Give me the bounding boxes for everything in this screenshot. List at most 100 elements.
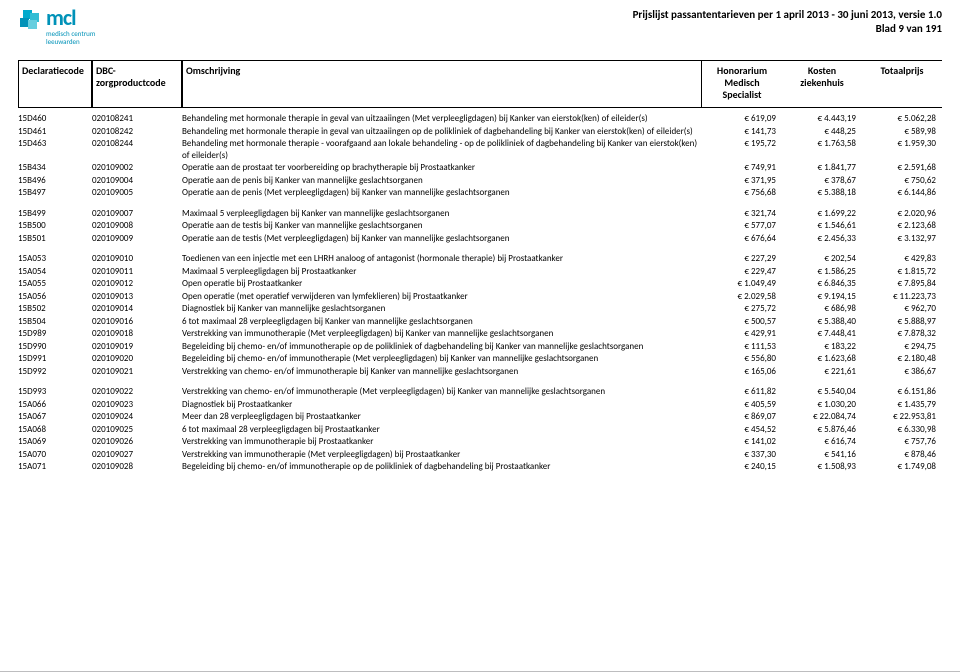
cell-honorarium: € 240,15	[702, 461, 782, 473]
cell-kosten: € 1.586,25	[782, 266, 862, 278]
cell-omschrijving: Begeleiding bij chemo- en/of immunothera…	[182, 461, 702, 473]
logo-text: mcl medisch centrum leeuwarden	[46, 8, 95, 46]
table-row: 15D463020108244Behandeling met hormonale…	[18, 137, 942, 161]
cell-kosten: € 686,98	[782, 303, 862, 315]
cell-omschrijving: Operatie aan de penis (Met verpleegligda…	[182, 187, 702, 199]
cell-totaalprijs: € 589,98	[862, 126, 942, 138]
cell-omschrijving: Verstrekking van immunotherapie (Met ver…	[182, 449, 702, 461]
cell-omschrijving: Begeleiding bij chemo- en/of immunothera…	[182, 341, 702, 353]
col-declaratiecode: Declaratiecode	[18, 61, 92, 107]
cell-kosten: € 202,54	[782, 253, 862, 265]
cell-zorgproductcode: 020109022	[92, 386, 182, 398]
cell-zorgproductcode: 020109028	[92, 461, 182, 473]
cell-declaratiecode: 15B496	[18, 175, 92, 187]
table-row: 15B499020109007Maximaal 5 verpleegligdag…	[18, 207, 942, 220]
cell-zorgproductcode: 020109012	[92, 278, 182, 290]
cell-kosten: € 1.030,20	[782, 399, 862, 411]
cell-kosten: € 1.841,77	[782, 162, 862, 174]
table-row: 15D460020108241Behandeling met hormonale…	[18, 112, 942, 125]
cell-declaratiecode: 15A055	[18, 278, 92, 290]
cell-totaalprijs: € 7.895,84	[862, 278, 942, 290]
cell-totaalprijs: € 5.062,28	[862, 113, 942, 125]
cell-declaratiecode: 15D461	[18, 126, 92, 138]
table-row: 15A055020109012Open operatie bij Prostaa…	[18, 277, 942, 290]
cell-zorgproductcode: 020109023	[92, 399, 182, 411]
cell-kosten: € 5.388,40	[782, 316, 862, 328]
cell-zorgproductcode: 020109002	[92, 162, 182, 174]
table-row: 15A066020109023Diagnostiek bij Prostaatk…	[18, 398, 942, 411]
cell-declaratiecode: 15A067	[18, 411, 92, 423]
cell-omschrijving: Open operatie (met operatief verwijderen…	[182, 291, 702, 303]
cell-honorarium: € 321,74	[702, 208, 782, 220]
table-row: 15D992020109021Verstrekking van chemo- e…	[18, 365, 942, 378]
cell-declaratiecode: 15B502	[18, 303, 92, 315]
cell-kosten: € 4.443,19	[782, 113, 862, 125]
cell-zorgproductcode: 020109026	[92, 436, 182, 448]
cell-honorarium: € 556,80	[702, 353, 782, 365]
cell-declaratiecode: 15B499	[18, 208, 92, 220]
doc-page-number: Blad 9 van 191	[633, 22, 942, 36]
cell-honorarium: € 500,57	[702, 316, 782, 328]
cell-totaalprijs: € 2.591,68	[862, 162, 942, 174]
cell-honorarium: € 619,09	[702, 113, 782, 125]
cell-honorarium: € 337,30	[702, 449, 782, 461]
table-row: 15B496020109004Operatie aan de penis bij…	[18, 174, 942, 187]
cell-omschrijving: Operatie aan de testis bij Kanker van ma…	[182, 220, 702, 232]
cell-honorarium: € 756,68	[702, 187, 782, 199]
cell-omschrijving: Operatie aan de testis (Met verpleegligd…	[182, 233, 702, 245]
cell-totaalprijs: € 1.815,72	[862, 266, 942, 278]
cell-declaratiecode: 15A069	[18, 436, 92, 448]
cell-honorarium: € 141,02	[702, 436, 782, 448]
cell-kosten: € 2.456,33	[782, 233, 862, 245]
cell-declaratiecode: 15A066	[18, 399, 92, 411]
cell-zorgproductcode: 020109008	[92, 220, 182, 232]
cell-declaratiecode: 15B500	[18, 220, 92, 232]
cell-declaratiecode: 15D460	[18, 113, 92, 125]
cell-zorgproductcode: 020109021	[92, 366, 182, 378]
cell-omschrijving: Maximaal 5 verpleegligdagen bij Kanker v…	[182, 208, 702, 220]
table-row: 15A0680201090256 tot maximaal 28 verplee…	[18, 423, 942, 436]
page-header: mcl medisch centrum leeuwarden Prijslijs…	[18, 8, 942, 60]
cell-honorarium: € 229,47	[702, 266, 782, 278]
cell-zorgproductcode: 020108242	[92, 126, 182, 138]
cell-honorarium: € 111,53	[702, 341, 782, 353]
logo-brand: mcl	[46, 8, 95, 28]
cell-honorarium: € 2.029,58	[702, 291, 782, 303]
cell-declaratiecode: 15B501	[18, 233, 92, 245]
cell-kosten: € 5.876,46	[782, 424, 862, 436]
table-row: 15A054020109011Maximaal 5 verpleegligdag…	[18, 265, 942, 278]
cell-declaratiecode: 15A070	[18, 449, 92, 461]
cell-kosten: € 183,22	[782, 341, 862, 353]
cell-totaalprijs: € 962,70	[862, 303, 942, 315]
document-page: mcl medisch centrum leeuwarden Prijslijs…	[0, 0, 960, 672]
cell-kosten: € 5.388,18	[782, 187, 862, 199]
table-row: 15A071020109028Begeleiding bij chemo- en…	[18, 460, 942, 473]
cell-kosten: € 5.540,04	[782, 386, 862, 398]
cell-omschrijving: Behandeling met hormonale therapie in ge…	[182, 126, 702, 138]
cell-totaalprijs: € 7.878,32	[862, 328, 942, 340]
cell-zorgproductcode: 020109024	[92, 411, 182, 423]
cell-honorarium: € 405,59	[702, 399, 782, 411]
table-row: 15A053020109010Toedienen van een injecti…	[18, 252, 942, 265]
cell-omschrijving: Begeleiding bij chemo- en/of immunothera…	[182, 353, 702, 365]
cell-totaalprijs: € 429,83	[862, 253, 942, 265]
cell-omschrijving: Open operatie bij Prostaatkanker	[182, 278, 702, 290]
cell-kosten: € 1.763,58	[782, 138, 862, 150]
cell-kosten: € 541,16	[782, 449, 862, 461]
cell-kosten: € 1.699,22	[782, 208, 862, 220]
table-row: 15D461020108242Behandeling met hormonale…	[18, 125, 942, 138]
table-row: 15A070020109027Verstrekking van immunoth…	[18, 448, 942, 461]
cell-zorgproductcode: 020109020	[92, 353, 182, 365]
cell-zorgproductcode: 020109014	[92, 303, 182, 315]
cell-honorarium: € 275,72	[702, 303, 782, 315]
cell-totaalprijs: € 2.123,68	[862, 220, 942, 232]
table-header-row: Declaratiecode DBC- zorgproductcode Omsc…	[18, 60, 942, 108]
cell-declaratiecode: 15D463	[18, 138, 92, 150]
cell-kosten: € 616,74	[782, 436, 862, 448]
cell-omschrijving: Behandeling met hormonale therapie in ge…	[182, 113, 702, 125]
cell-totaalprijs: € 11.223,73	[862, 291, 942, 303]
col-omschrijving: Omschrijving	[182, 61, 702, 107]
cell-totaalprijs: € 2.020,96	[862, 208, 942, 220]
table-body: 15D460020108241Behandeling met hormonale…	[18, 112, 942, 473]
cell-declaratiecode: 15D990	[18, 341, 92, 353]
